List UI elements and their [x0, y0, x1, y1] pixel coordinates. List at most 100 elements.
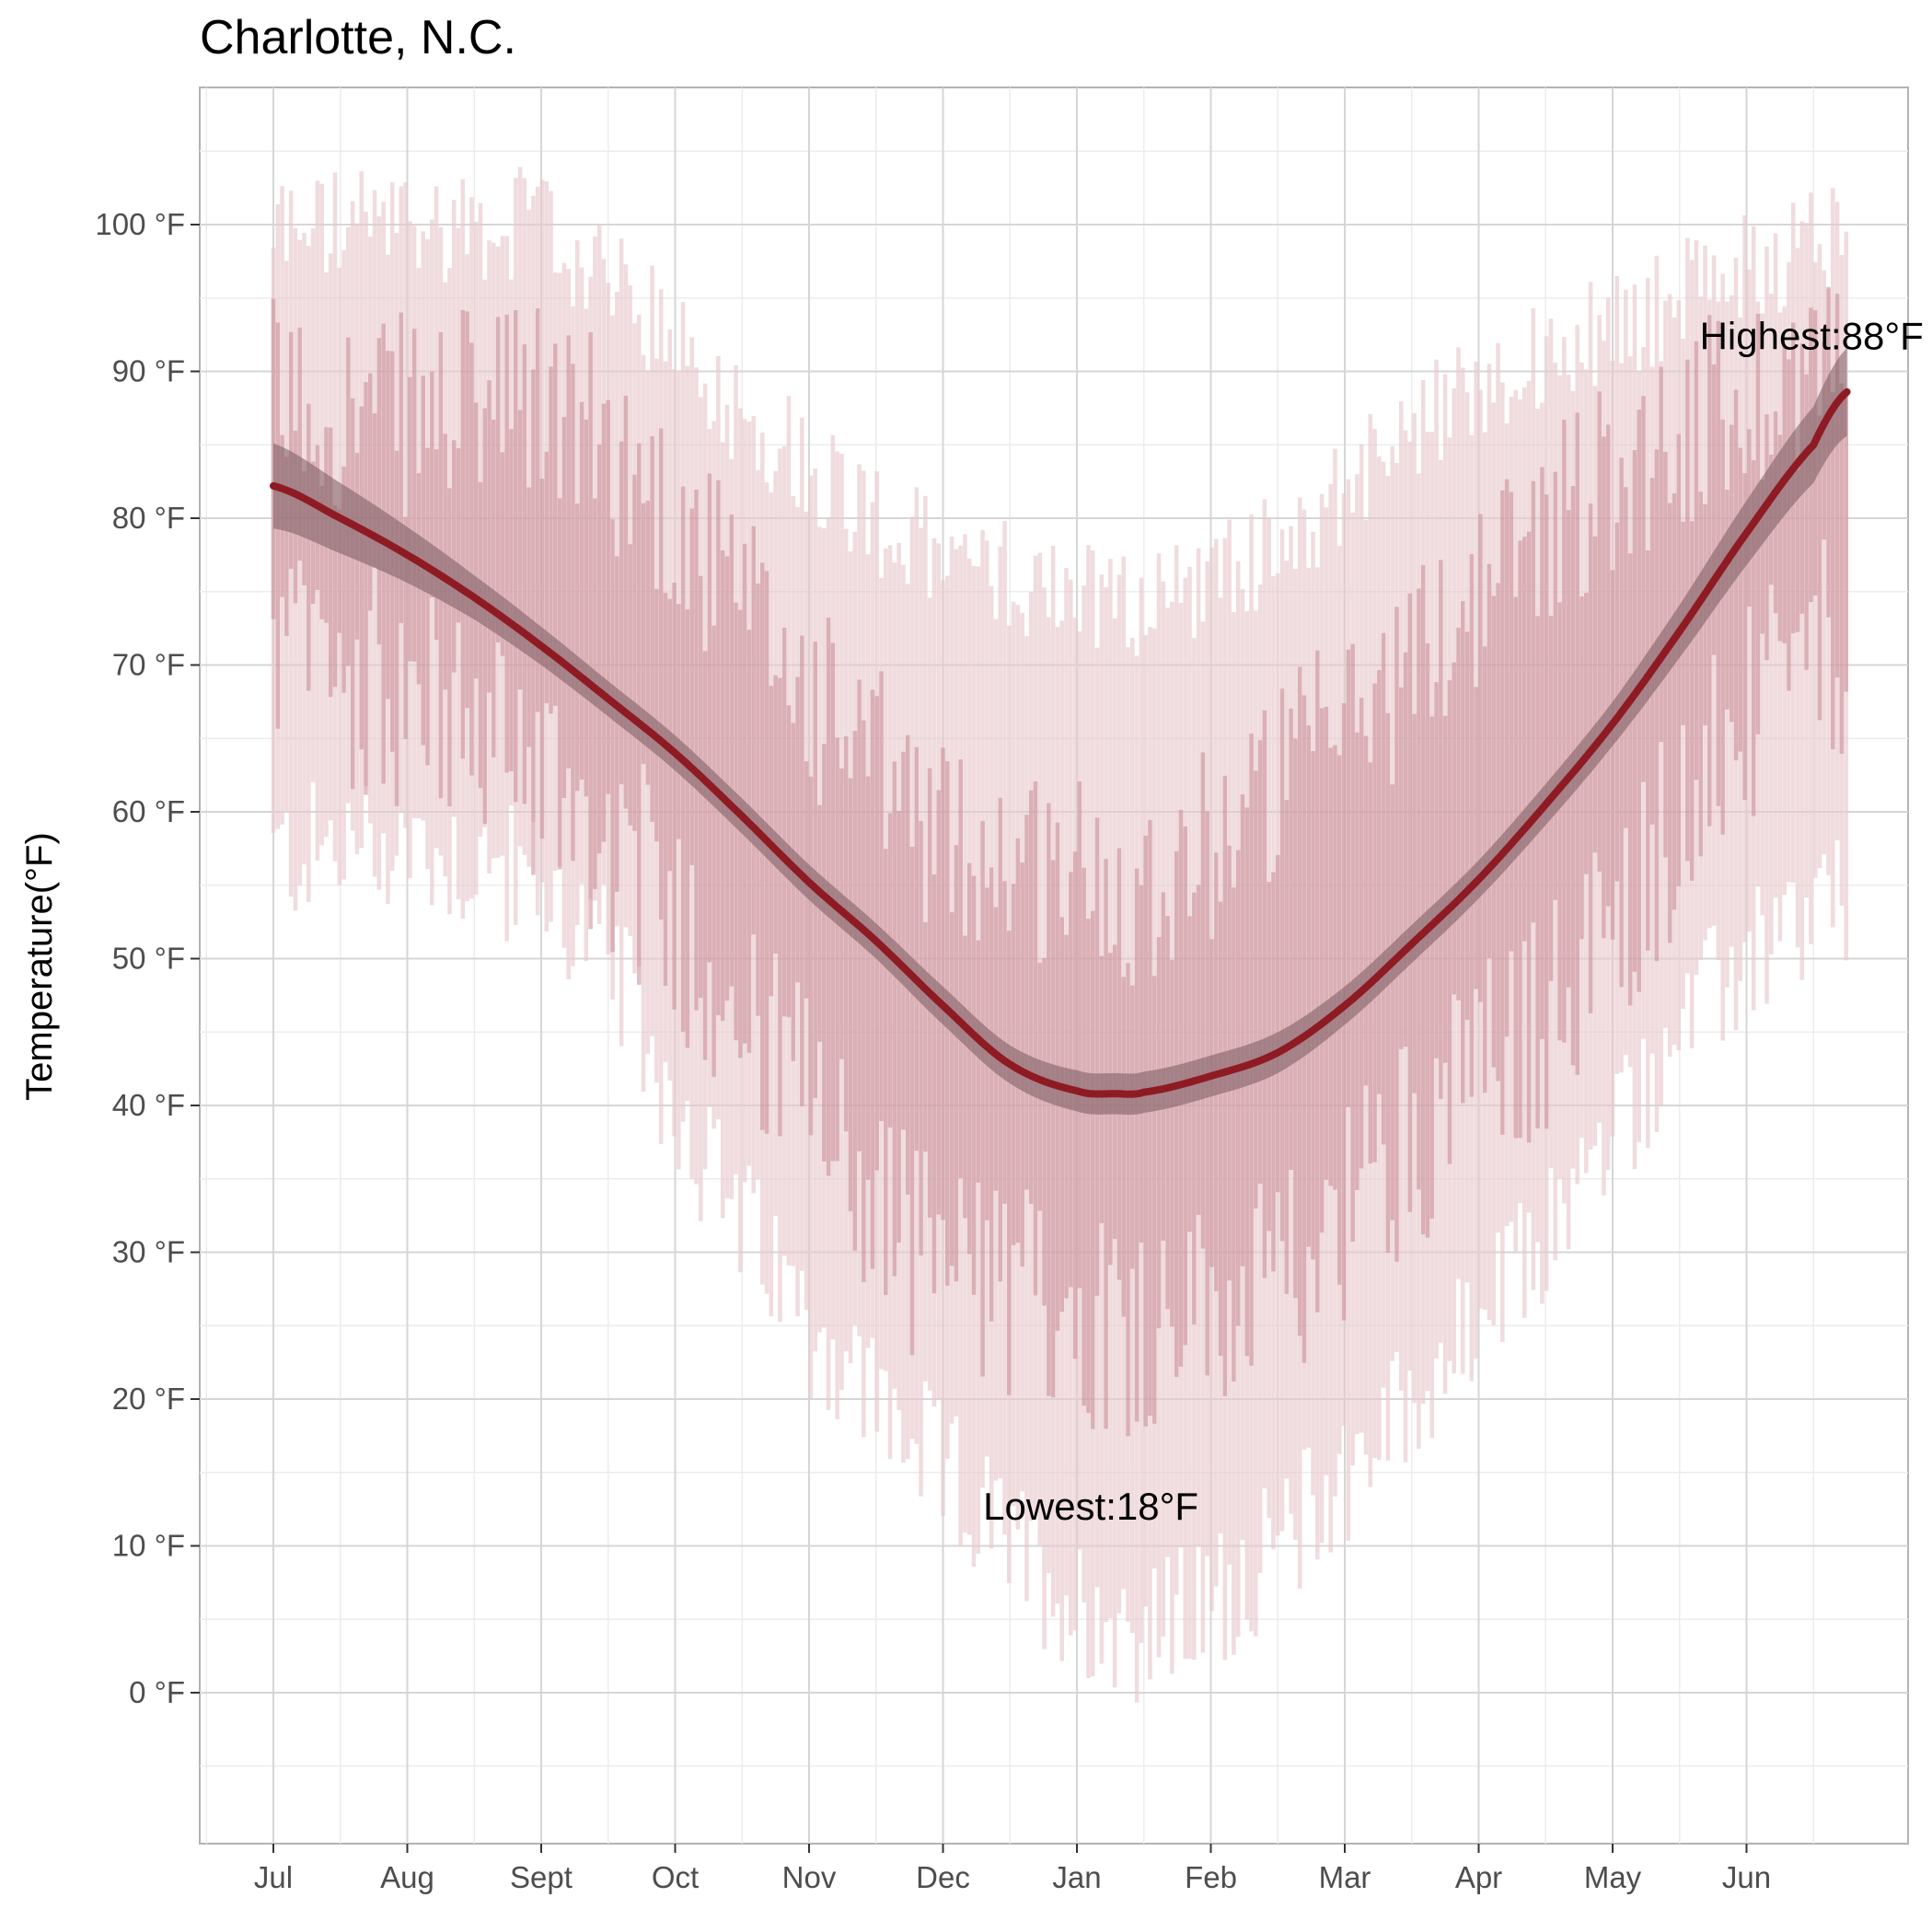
normal-range-bar [1196, 885, 1201, 1215]
normal-range-bar [1121, 977, 1127, 1317]
normal-range-bar [1839, 383, 1845, 754]
normal-range-bar [1403, 652, 1408, 1047]
normal-range-bar [456, 447, 461, 623]
normal-range-bar [307, 403, 311, 691]
normal-range-bar [1496, 583, 1500, 1082]
normal-range-bar [460, 309, 466, 759]
normal-range-bar [677, 604, 681, 839]
normal-range-bar [654, 588, 659, 842]
normal-range-bar [808, 776, 814, 1136]
normal-range-bar [1602, 436, 1606, 939]
x-tick-label: May [1584, 1860, 1642, 1894]
annotations: Highest:88°F Lowest:18°F [983, 315, 1924, 1528]
y-tick-label: 90 °F [112, 354, 185, 388]
normal-range-bar [1694, 341, 1699, 781]
normal-range-bar [1328, 747, 1333, 1186]
normal-range-bar [1293, 738, 1298, 1299]
normal-range-bar [1297, 666, 1302, 1336]
normal-range-bar [1315, 650, 1320, 1313]
normal-range-bar [1324, 706, 1329, 1180]
normal-range-bar [574, 503, 580, 792]
normal-range-bar [1028, 790, 1034, 1204]
normal-range-bar [914, 746, 920, 1151]
normal-range-bar [963, 935, 967, 1219]
x-tick-label: Jan [1052, 1860, 1101, 1894]
normal-range-bar [1584, 593, 1589, 874]
normal-range-bar [751, 526, 756, 935]
normal-range-bar [711, 625, 716, 1077]
plot-panel [199, 87, 1909, 1845]
normal-range-bar [919, 820, 923, 1255]
normal-range-bar [848, 778, 853, 1211]
y-tick-label: 70 °F [112, 648, 185, 682]
normal-range-bar [817, 804, 822, 1042]
normal-range-bar [473, 402, 479, 679]
normal-range-bar [350, 398, 355, 790]
normal-range-bar [1407, 593, 1413, 1212]
trend-line [270, 388, 1851, 1098]
normal-range-bar [663, 593, 668, 987]
normal-range-bar [1381, 632, 1386, 1145]
normal-range-bar [451, 440, 457, 673]
normal-range-bar [1804, 374, 1809, 670]
normal-range-bar [399, 312, 404, 624]
y-tick-label: 50 °F [112, 942, 185, 976]
y-tick-label: 100 °F [95, 207, 185, 241]
normal-range-bar [641, 503, 646, 765]
normal-range-bar [1535, 616, 1540, 1128]
normal-range-bar [1654, 449, 1660, 962]
normal-range-bar [923, 921, 928, 1152]
normal-range-bar [557, 498, 562, 870]
normal-range-bar [1711, 364, 1717, 655]
normal-range-bar [1240, 794, 1245, 1267]
normal-range-bar [966, 862, 972, 1255]
normal-range-bar [729, 514, 735, 987]
normal-range-bar [879, 671, 884, 1122]
normal-range-bar [319, 486, 324, 619]
normal-range-bar [1116, 848, 1122, 1280]
normal-range-bar [689, 508, 694, 865]
normal-range-bar [1350, 643, 1355, 1242]
normal-range-bar [1720, 419, 1725, 835]
y-axis-title: Temperature(°F) [19, 832, 60, 1101]
normal-range-bar [862, 720, 866, 1282]
normal-range-bar [1257, 740, 1263, 1184]
normal-range-bar [1262, 710, 1267, 1278]
normal-range-bar [434, 449, 439, 641]
normal-range-bar [1218, 901, 1223, 1356]
normal-range-bar [1474, 687, 1478, 989]
normal-range-bar [1531, 480, 1536, 923]
normal-range-bar [1275, 855, 1280, 1193]
normal-range-bar [408, 376, 412, 662]
normal-range-bar [1760, 480, 1765, 634]
normal-range-bar [1439, 560, 1443, 1099]
normal-range-bar [337, 509, 342, 633]
normal-range-bar [1355, 732, 1359, 1190]
normal-range-bar [1742, 473, 1747, 801]
normal-range-bar [1624, 487, 1628, 828]
normal-range-bar [954, 845, 959, 1282]
normal-range-bar [1725, 489, 1730, 710]
y-tick-label: 30 °F [112, 1235, 185, 1269]
normal-range-bar [561, 416, 567, 798]
y-tick-label: 20 °F [112, 1382, 185, 1416]
x-tick-label: Apr [1455, 1860, 1502, 1894]
normal-range-bar [1090, 910, 1095, 1429]
normal-range-bar [1372, 683, 1377, 1163]
normal-range-bar [1676, 434, 1682, 886]
normal-range-bar [1566, 510, 1571, 988]
normal-range-bar [553, 343, 558, 706]
normal-range-bar [702, 651, 708, 1060]
normal-range-bar [623, 395, 629, 809]
normal-range-bar [1751, 460, 1756, 816]
normal-range-bar [1319, 708, 1325, 1233]
normal-range-bar [746, 630, 752, 1053]
normal-range-bar [1417, 588, 1421, 1190]
normal-range-bar [1738, 447, 1743, 752]
normal-range-bar [1698, 492, 1703, 857]
normal-range-bar [795, 677, 800, 983]
y-tick-label: 10 °F [112, 1529, 185, 1563]
normal-range-bar [1672, 493, 1677, 910]
normal-range-bar [359, 406, 364, 750]
